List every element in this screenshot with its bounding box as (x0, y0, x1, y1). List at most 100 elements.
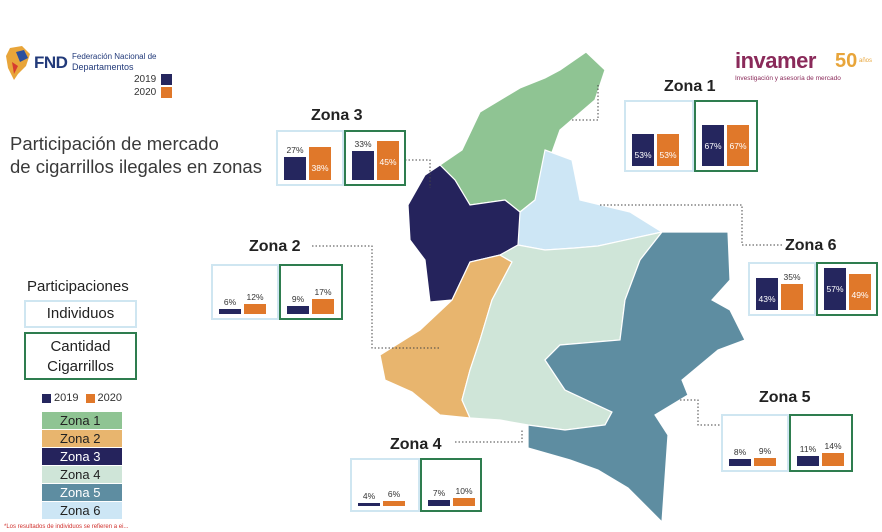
bar-2019 (756, 278, 778, 310)
header-2020-swatch (161, 87, 173, 98)
bar-label-2019: 27% (286, 144, 304, 155)
bar-label-2019: 4% (362, 490, 376, 501)
zone-5-label: Zona 5 (759, 389, 811, 406)
bar-2020 (377, 141, 399, 180)
bar-label-2020: 45% (379, 157, 397, 168)
fnd-subtitle-2: Departamentos (72, 62, 134, 72)
zone-2-label: Zona 2 (249, 238, 301, 255)
bar-2020 (849, 273, 871, 310)
bar-2019 (287, 306, 309, 314)
chart-card-zona-3-individuos: 27% 38% (276, 130, 344, 186)
title-line-2: de cigarrillos ilegales en zonas (10, 156, 262, 177)
legend-zona-6: Zona 6 (42, 502, 122, 519)
bar-2019 (358, 502, 380, 506)
bar-2019 (284, 156, 306, 180)
bar-label-2019: 6% (223, 296, 237, 307)
legend-zona-4: Zona 4 (42, 466, 122, 483)
legend-2020-swatch (85, 393, 95, 403)
zone-3-label: Zona 3 (311, 107, 363, 124)
legend-year-key: 2019 2020 (42, 392, 122, 404)
bar-label-2019: 9% (291, 294, 305, 305)
bar-label-2020: 10% (455, 485, 473, 496)
legend-heading: Participaciones (27, 278, 129, 295)
bar-label-2020: 9% (758, 445, 772, 456)
invamer-50: 50 (835, 50, 858, 72)
header-2020-label: 2020 (134, 87, 157, 99)
bar-2020 (657, 133, 679, 166)
header-2019-label: 2019 (134, 74, 157, 86)
bar-label-2019: 33% (354, 139, 372, 150)
bar-label-2019: 57% (826, 283, 844, 294)
chart-card-zona-2-cantidad: 9% 17% (279, 264, 343, 320)
bar-2019 (797, 456, 819, 466)
bar-label-2019: 53% (634, 149, 652, 160)
bar-2020 (312, 299, 334, 314)
invamer-anos: años (859, 58, 873, 64)
footnote: *Los resultados de individuos se refiere… (4, 524, 129, 530)
legend-zona-1: Zona 1 (42, 412, 122, 429)
invamer-logo: invamer 50 años Investigación y asesoría… (735, 48, 875, 88)
legend-2019-label: 2019 (54, 392, 79, 404)
bar-label-2020: 17% (314, 287, 332, 298)
chart-card-zona-6-individuos: 43% 35% (748, 262, 816, 316)
bar-2020 (822, 453, 844, 466)
bar-2020 (309, 147, 331, 180)
legend-zona-2: Zona 2 (42, 430, 122, 447)
fnd-logo-text: FND (34, 53, 68, 72)
chart-card-zona-4-individuos: 4% 6% (350, 458, 420, 512)
bar-label-2020: 12% (246, 291, 264, 302)
bar-label-2019: 8% (733, 446, 747, 457)
bar-2019 (702, 125, 724, 166)
bar-2019 (219, 308, 241, 314)
map-zona-5 (527, 231, 746, 524)
zone-4-label: Zona 4 (390, 436, 442, 453)
bar-label-2020: 35% (783, 272, 801, 282)
bar-2020 (383, 501, 405, 506)
header-2019-swatch (161, 74, 173, 85)
bar-label-2020: 6% (387, 489, 401, 500)
legend-individuos-label: Individuos (46, 305, 115, 322)
bar-label-2019: 43% (758, 294, 776, 305)
bar-2020 (754, 457, 776, 466)
legend-cantidad-label-1: Cantidad (50, 338, 111, 355)
bar-2019 (352, 151, 374, 180)
legend-2020-label: 2020 (97, 392, 123, 404)
chart-card-zona-1-individuos: 53% 53% (624, 100, 694, 172)
map-zona-1 (439, 51, 606, 213)
legend-zona-5: Zona 5 (42, 484, 122, 501)
bar-2019 (824, 267, 846, 310)
page-title: Participación de mercado de cigarrillos … (10, 132, 290, 178)
legend-cantidad-label-2: Cigarrillos (47, 358, 114, 375)
bar-2020 (244, 303, 266, 314)
bar-2019 (428, 500, 450, 506)
bar-label-2020: 49% (851, 289, 869, 300)
bar-2019 (729, 458, 751, 466)
chart-card-zona-3-cantidad: 33% 45% (344, 130, 406, 186)
chart-card-zona-1-cantidad: 67% 67% (694, 100, 758, 172)
title-line-1: Participación de mercado (10, 133, 219, 154)
legend-zona-3: Zona 3 (42, 448, 122, 465)
bar-label-2019: 7% (432, 488, 446, 499)
bar-2019 (632, 133, 654, 166)
bar-2020 (453, 497, 475, 506)
chart-card-zona-5-cantidad: 11% 14% (789, 414, 853, 472)
fnd-subtitle-1: Federación Nacional de (72, 52, 157, 61)
fnd-map-icon (6, 46, 30, 80)
bar-label-2020: 67% (729, 141, 747, 152)
bar-2020 (781, 284, 803, 310)
invamer-tagline: Investigación y asesoría de mercado (735, 75, 841, 82)
fnd-logo: FND Federación Nacional de Departamentos (4, 44, 157, 84)
invamer-logo-text: invamer (735, 48, 816, 73)
zone-1-label: Zona 1 (664, 78, 716, 95)
legend-2019-swatch (42, 393, 51, 403)
bar-label-2020: 53% (659, 149, 677, 160)
bar-label-2020: 38% (311, 163, 329, 174)
zone-6-label: Zona 6 (785, 237, 837, 254)
bar-label-2020: 14% (824, 441, 842, 452)
legend-cantidad-box: Cantidad Cigarrillos (24, 332, 137, 380)
chart-card-zona-2-individuos: 6% 12% (211, 264, 279, 320)
chart-card-zona-6-cantidad: 57% 49% (816, 262, 878, 316)
chart-card-zona-4-cantidad: 7% 10% (420, 458, 482, 512)
legend-individuos-box: Individuos (24, 300, 137, 328)
